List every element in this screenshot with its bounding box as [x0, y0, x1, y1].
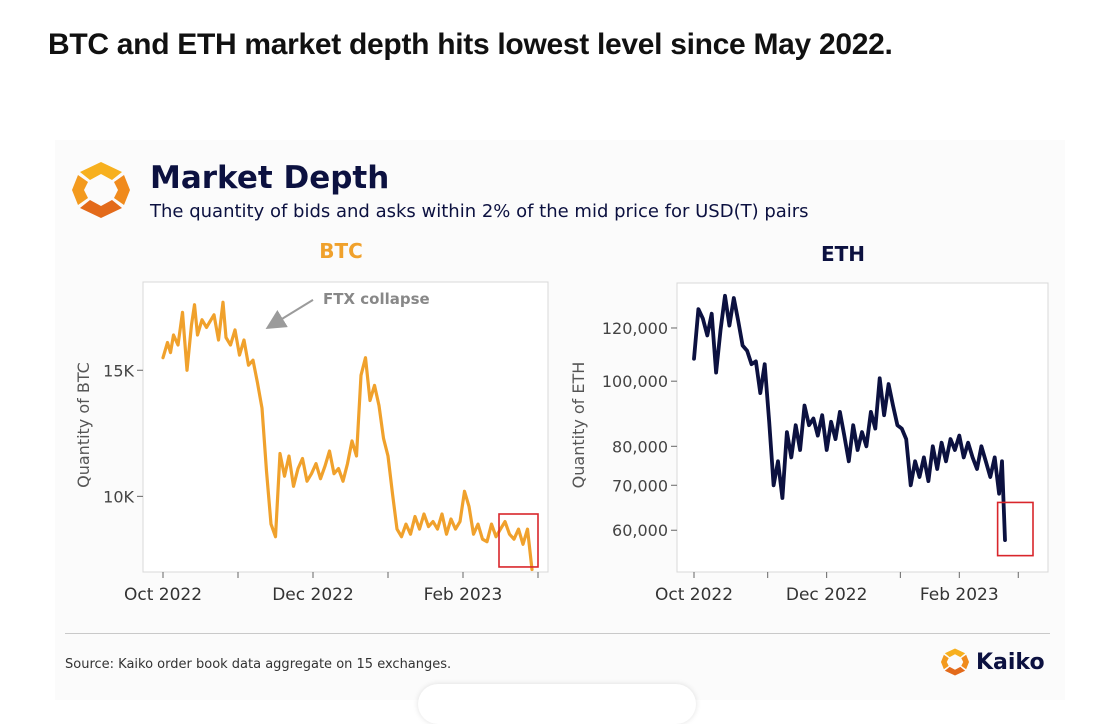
market-depth-logo-icon [72, 162, 130, 218]
chart-title: Market Depth [150, 160, 390, 196]
kaiko-logo-icon [940, 648, 970, 676]
headline: BTC and ETH market depth hits lowest lev… [48, 28, 893, 61]
kaiko-brand-name: Kaiko [976, 649, 1045, 675]
source-note: Source: Kaiko order book data aggregate … [65, 657, 452, 672]
chart-subtitle: The quantity of bids and asks within 2% … [150, 201, 809, 222]
kaiko-brand: Kaiko [940, 646, 1045, 678]
bottom-toolbar[interactable] [418, 684, 696, 724]
footer-divider [65, 633, 1050, 634]
chart-card [55, 140, 1065, 700]
